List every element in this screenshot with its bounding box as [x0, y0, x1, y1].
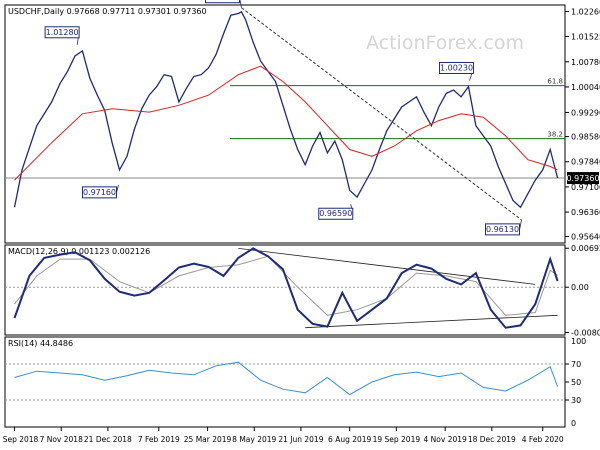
- x-axis-tick-label: 4 Nov 2019: [424, 435, 467, 444]
- annotation-label: 0.97160: [83, 188, 116, 197]
- price-close-line: [13, 10, 559, 209]
- macd-y-tick-label: 0.006927: [571, 244, 600, 253]
- x-axis-tick-label: 21 Dec 2018: [84, 435, 132, 444]
- rsi-panel-frame: [4, 336, 566, 428]
- price-y-tick-label: 0.95640: [571, 233, 600, 242]
- current-price-label: 0.97360: [566, 174, 599, 183]
- macd-trendline: [238, 247, 536, 285]
- macd-signal-line: [14, 255, 558, 316]
- macd-panel-title: MACD(12,26,9) 0.001123 0.002126: [8, 247, 150, 256]
- moving-average-line: [14, 65, 558, 181]
- macd-y-tick-label: 0.00: [571, 283, 589, 292]
- rsi-y-tick-label: 50: [571, 378, 581, 387]
- rsi-panel-title: RSI(14) 44.8486: [8, 339, 73, 348]
- x-axis-tick-label: 18 Dec 2019: [468, 435, 516, 444]
- price-panel-title: USDCHF,Daily 0.97668 0.97711 0.97301 0.9…: [8, 7, 207, 16]
- annotation-box: [205, 0, 241, 4]
- annotation-label: 1.01280: [46, 28, 79, 37]
- rsi-y-tick-label: 70: [571, 360, 581, 369]
- macd-panel-frame: [4, 244, 566, 336]
- annotation-box: [485, 223, 521, 236]
- macd-line: [13, 247, 559, 329]
- price-y-tick-label: 1.02260: [571, 7, 600, 16]
- price-y-tick-label: 1.00780: [571, 58, 600, 67]
- rsi-line: [14, 361, 559, 396]
- x-axis-tick-label: 21 Jun 2019: [278, 435, 323, 444]
- x-axis-tick-label: 25 Mar 2019: [184, 435, 232, 444]
- price-y-tick-label: 1.01525: [571, 32, 600, 41]
- macd-y-tick-label: -0.008049: [571, 328, 600, 337]
- x-axis-tick-label: 19 Sep 2019: [373, 435, 421, 444]
- x-axis-tick-label: 8 May 2019: [232, 435, 276, 444]
- x-axis-tick-label: 7 Feb 2019: [138, 435, 180, 444]
- x-axis-tick-label: 24 Sep 2018: [0, 435, 39, 444]
- watermark: ActionForex.com: [366, 32, 524, 54]
- current-price-badge: [567, 172, 599, 185]
- annotation-label: 1.02370: [206, 0, 239, 2]
- annotation-pointer: [239, 0, 242, 8]
- annotation-box: [44, 26, 80, 39]
- x-axis-tick-label: 7 Nov 2018: [40, 435, 83, 444]
- macd-trendline: [305, 314, 558, 329]
- annotation-box: [81, 186, 117, 199]
- x-axis-tick-label: 6 Aug 2019: [328, 435, 371, 444]
- annotation-label: 0.96130: [486, 225, 519, 234]
- annotation-box: [318, 207, 354, 220]
- annotation-label: 1.00230: [440, 63, 473, 72]
- rsi-y-tick-label: 0: [571, 419, 576, 428]
- annotation-box: [439, 61, 475, 74]
- price-trendline: [241, 7, 522, 221]
- fib-level-label: 38.2: [547, 131, 563, 139]
- x-axis-tick-label: 4 Feb 2020: [522, 435, 564, 444]
- rsi-y-tick-label: 30: [571, 396, 581, 405]
- rsi-y-tick-label: 100: [571, 337, 586, 346]
- fib-level-label: 61.8: [547, 78, 563, 86]
- price-panel-frame: [4, 4, 566, 244]
- annotation-label: 0.96590: [319, 209, 352, 218]
